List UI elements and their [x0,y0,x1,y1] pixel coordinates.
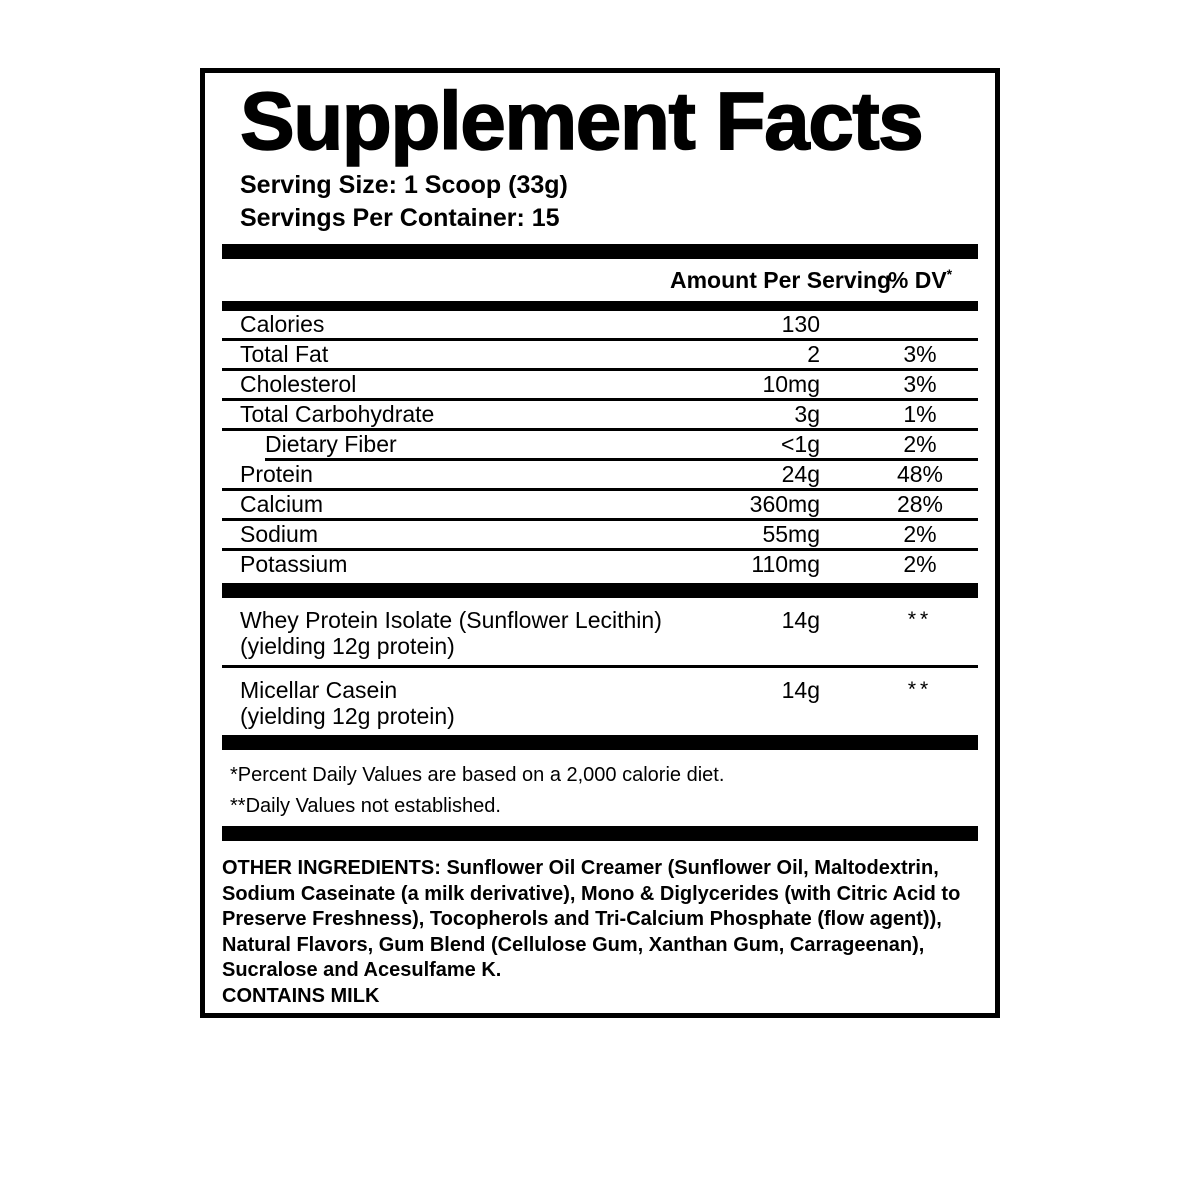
divider-bar-thick [222,583,978,598]
nutrient-dv: 2% [903,521,937,547]
nutrient-amount: 24g [781,461,820,487]
nutrient-table: Calories 130 Total Fat 2 3% Cholesterol … [222,311,978,578]
nutrient-dv: 2% [903,551,937,577]
header-dv-text: % DV [887,267,947,293]
table-row: Calories 130 [222,311,978,338]
nutrient-amount: 110mg [751,551,820,577]
nutrient-dv: 28% [896,491,944,517]
divider-bar-thick [222,244,978,259]
row-separator [222,368,978,371]
blend-yield-note: (yielding 12g protein) [240,633,455,659]
header-percent-dv: % DV* [862,266,978,294]
nutrient-dv: 2% [903,431,937,457]
table-row-blend: Micellar Casein (yielding 12g protein) 1… [222,668,978,735]
divider-bar-thick [222,735,978,750]
blend-name: Whey Protein Isolate (Sunflower Lecithin… [240,607,662,633]
nutrient-name: Calcium [240,491,324,517]
divider-bar-header [222,301,978,311]
table-row: Cholesterol 10mg 3% [222,371,978,398]
table-row: Total Carbohydrate 3g 1% [222,401,978,428]
allergen-statement: CONTAINS MILK [222,984,380,1007]
row-separator [222,428,978,431]
nutrient-dv: 1% [903,401,937,427]
nutrient-name: Cholesterol [240,371,357,397]
footnote-not-established: **Daily Values not established. [230,795,501,817]
blend-dv: ** [907,678,933,701]
table-row: Sodium 55mg 2% [222,521,978,548]
panel-title: Supplement Facts [239,76,924,167]
nutrient-name: Calories [240,311,325,337]
divider-bar-thick [222,826,978,841]
row-separator [222,338,978,341]
blend-dv: ** [907,608,933,631]
supplement-facts-panel: Supplement Facts Serving Size: 1 Scoop (… [200,68,1000,1018]
row-separator [222,398,978,401]
row-separator [222,518,978,521]
nutrient-name: Sodium [240,521,318,547]
header-dv-asterisk: * [946,266,953,282]
row-separator [222,665,978,668]
header-amount-per-serving: Amount Per Serving [670,266,892,293]
table-header-row: Amount Per Serving % DV* [222,259,978,301]
nutrient-amount: 10mg [762,371,820,397]
nutrient-amount: 55mg [762,521,820,547]
row-separator [222,548,978,551]
serving-size: Serving Size: 1 Scoop (33g) [240,171,568,199]
table-row-blend: Whey Protein Isolate (Sunflower Lecithin… [222,598,978,665]
nutrient-dv: 3% [903,371,937,397]
nutrient-name: Total Carbohydrate [240,401,435,427]
blend-yield-note: (yielding 12g protein) [240,703,455,729]
footnote-daily-values: *Percent Daily Values are based on a 2,0… [230,764,725,786]
blend-amount: 14g [781,677,820,703]
serving-info: Serving Size: 1 Scoop (33g) Servings Per… [222,169,978,235]
nutrient-dv: 48% [896,461,944,487]
table-row: Calcium 360mg 28% [222,491,978,518]
nutrient-dv: 3% [903,341,937,367]
nutrient-amount: 130 [781,311,820,337]
other-ingredients-block: OTHER INGREDIENTS: Sunflower Oil Creamer… [222,856,978,1009]
blend-name: Micellar Casein [240,677,398,703]
row-separator-indented [265,458,978,461]
table-row: Protein 24g 48% [222,461,978,488]
nutrient-name: Protein [240,461,313,487]
table-row-subitem: Dietary Fiber <1g 2% [222,431,978,458]
nutrient-amount: 2 [807,341,820,367]
nutrient-amount: 360mg [749,491,820,517]
blend-amount: 14g [781,607,820,633]
nutrient-name: Potassium [240,551,348,577]
blend-table: Whey Protein Isolate (Sunflower Lecithin… [222,598,978,735]
other-ingredients-text: OTHER INGREDIENTS: Sunflower Oil Creamer… [222,857,961,981]
nutrient-name: Dietary Fiber [265,431,397,457]
nutrient-amount: 3g [794,401,820,427]
row-separator [222,488,978,491]
table-row: Total Fat 2 3% [222,341,978,368]
servings-per-container: Servings Per Container: 15 [240,204,560,232]
table-row: Potassium 110mg 2% [222,551,978,578]
footnotes: *Percent Daily Values are based on a 2,0… [222,763,978,818]
blend-name-block: Micellar Casein (yielding 12g protein) [222,677,670,729]
nutrient-name: Total Fat [240,341,329,367]
nutrient-amount: <1g [780,431,820,457]
blend-name-block: Whey Protein Isolate (Sunflower Lecithin… [222,607,670,659]
